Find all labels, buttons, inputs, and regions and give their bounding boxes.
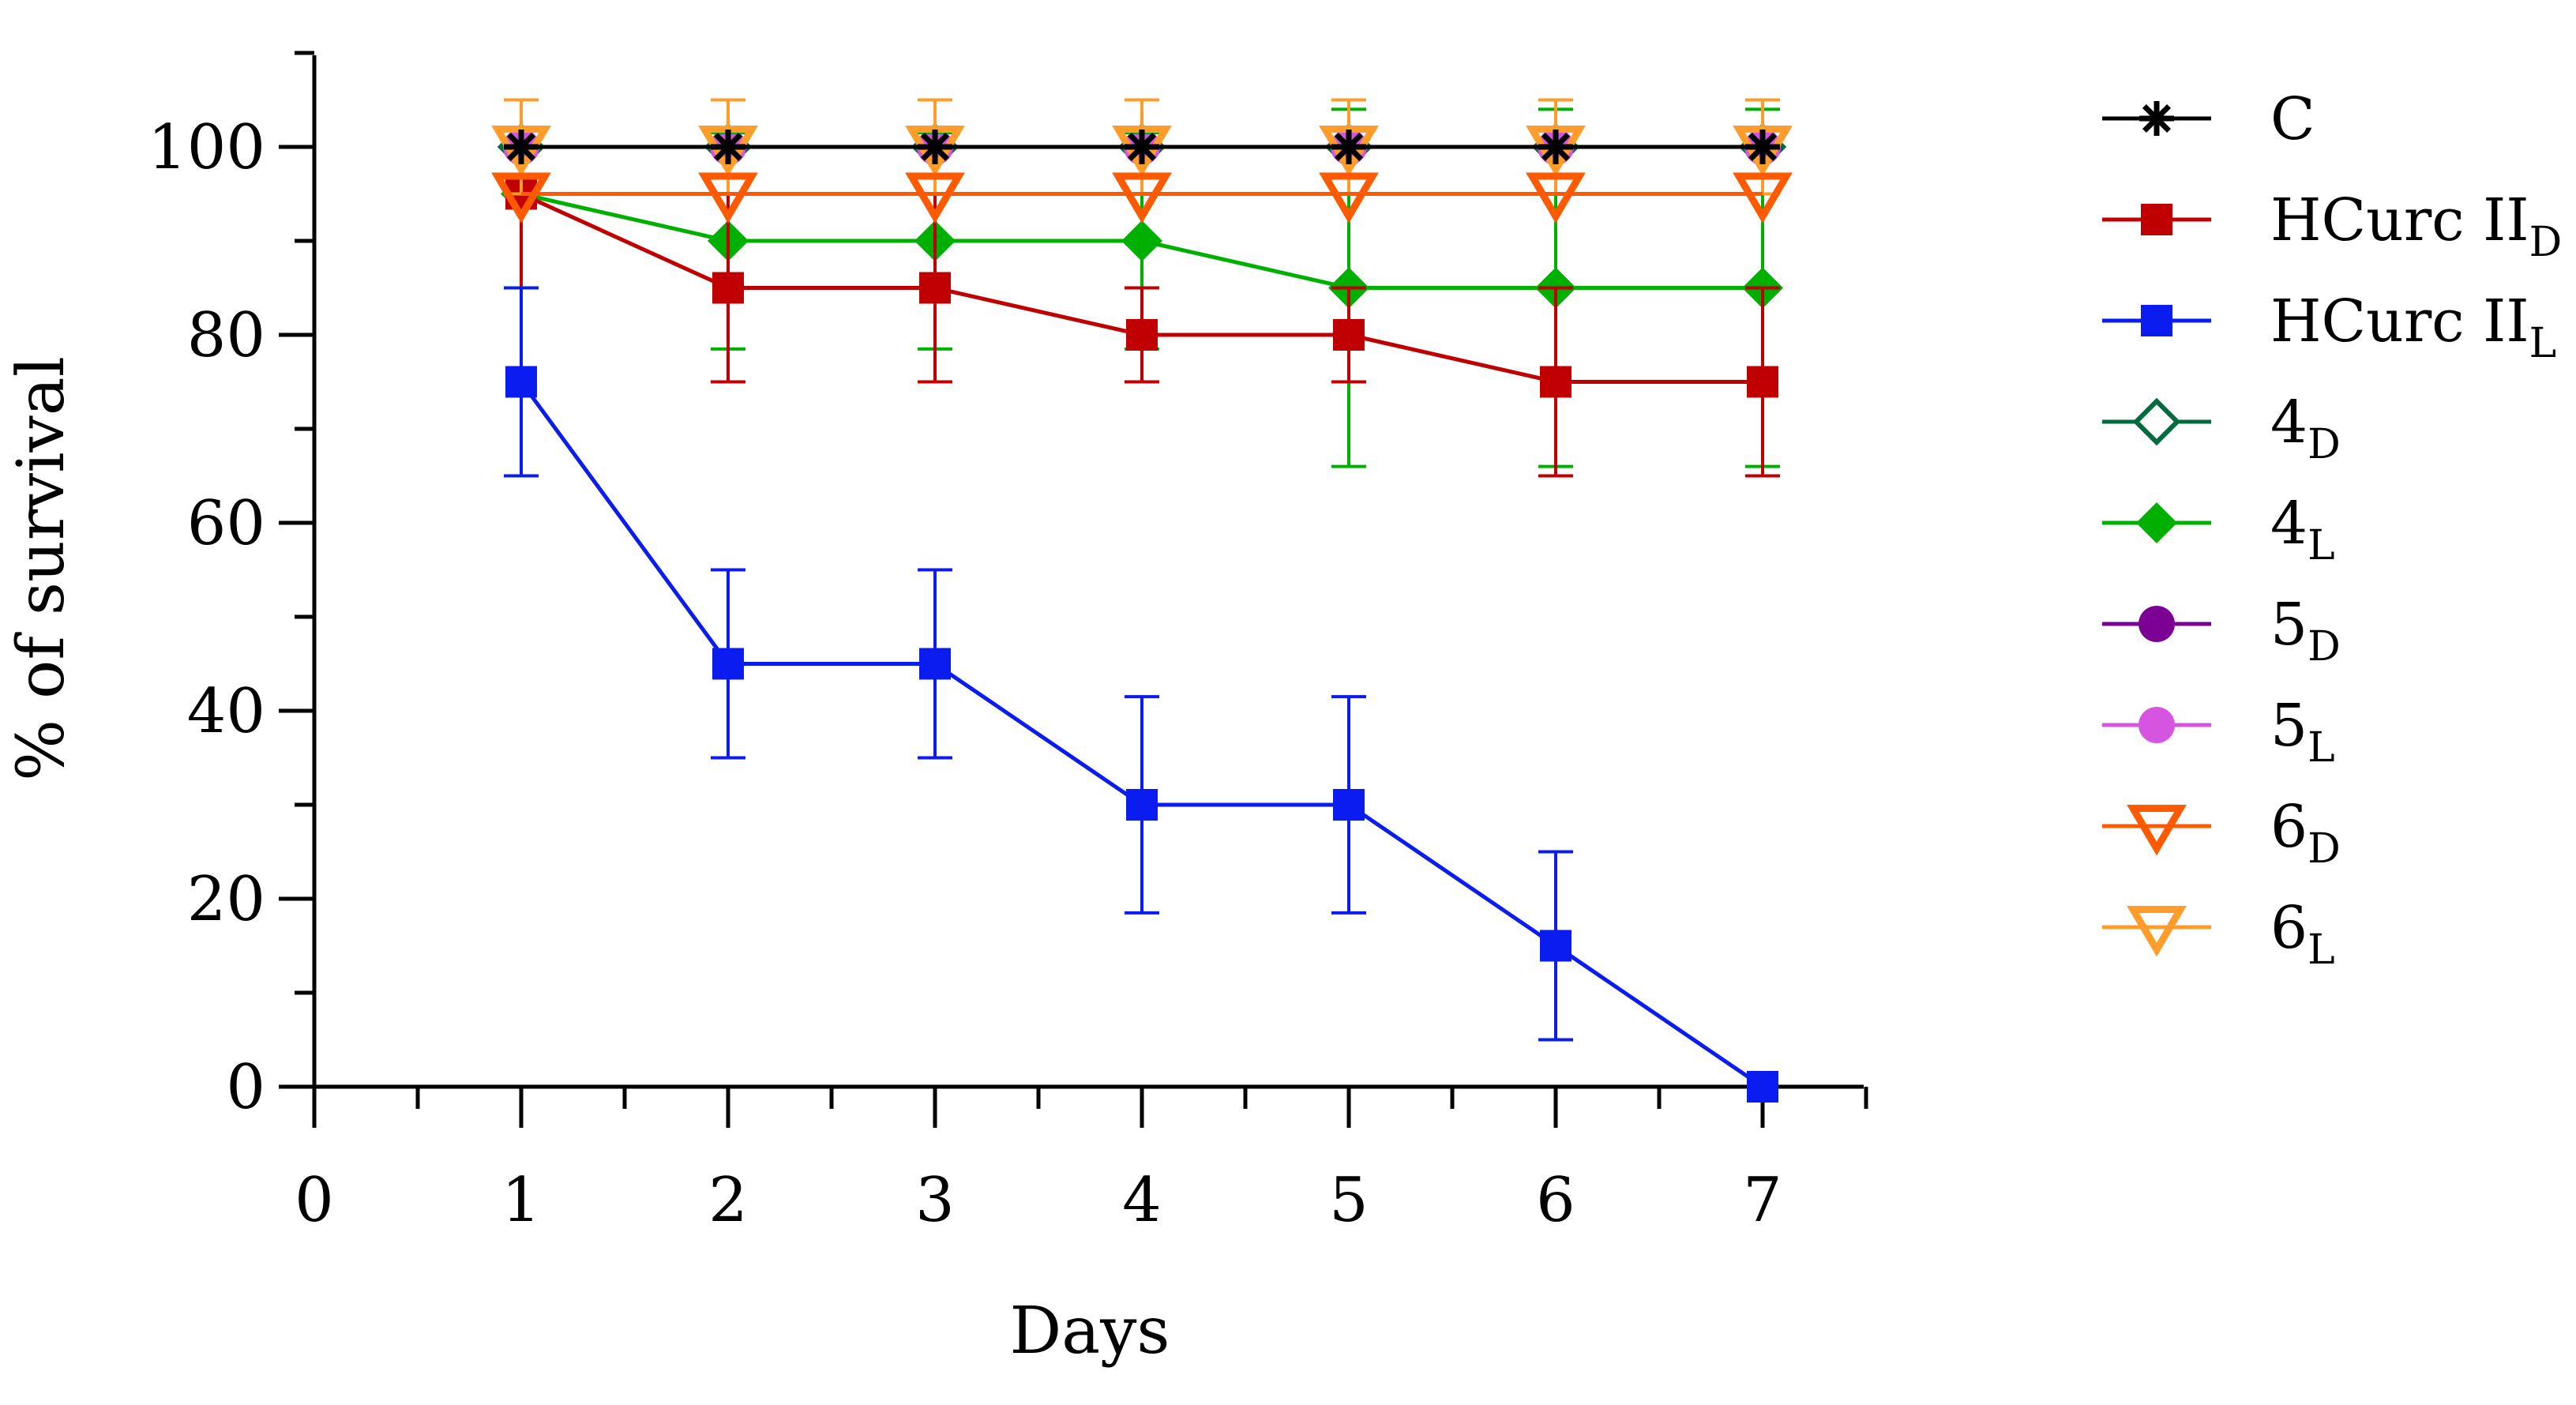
x-axis-title: Days [1009, 1294, 1170, 1369]
legend-marker [2141, 305, 2172, 336]
data-point [1540, 930, 1572, 962]
x-tick-label: 0 [295, 1165, 334, 1236]
legend-marker [2127, 906, 2187, 957]
data-point [505, 366, 537, 398]
data-point [1126, 789, 1158, 821]
legend-item: HCurc IID [2102, 186, 2562, 266]
data-point [1333, 789, 1365, 821]
data-point [491, 172, 551, 224]
legend-label: 6D [2270, 793, 2341, 873]
star-stroke [920, 132, 950, 162]
legend-item: 6D [2102, 793, 2341, 873]
data-point [919, 648, 951, 680]
legend-item: HCurc IIL [2102, 287, 2556, 367]
x-tick-label: 4 [1122, 1165, 1162, 1236]
data-point [1121, 220, 1162, 261]
data-point [1747, 366, 1778, 398]
x-tick-label: 7 [1743, 1165, 1782, 1236]
legend-marker [2141, 204, 2172, 235]
star-stroke [2142, 103, 2172, 133]
x-tick-label: 1 [501, 1165, 541, 1236]
data-point [1540, 366, 1572, 398]
data-point [1319, 172, 1379, 224]
legend-marker [2132, 397, 2181, 446]
series-hcurc-ii-l [504, 286, 1778, 1103]
y-tick-label: 0 [226, 1052, 265, 1123]
legend-label: 4L [2270, 490, 2335, 569]
legend-item: C [2102, 85, 2315, 153]
series-c [504, 130, 1780, 164]
x-tick-label: 3 [915, 1165, 955, 1236]
legend-label: 5D [2270, 591, 2341, 671]
legend-label: HCurc IIL [2270, 287, 2556, 367]
plot-area [491, 98, 1793, 1103]
legend-label: HCurc IID [2270, 186, 2562, 266]
legend: C HCurc IID HCurc IIL 4D 4L 5D 5L 6D 6L [2102, 85, 2562, 974]
data-point [1125, 130, 1159, 164]
y-axis-title: % of survival [4, 356, 79, 781]
axes: 0 20 40 60 80 100 0 1 2 3 4 5 6 7 [148, 51, 1868, 1236]
legend-item: 4L [2102, 490, 2335, 569]
y-tick-label: 20 [187, 864, 265, 935]
data-point [1733, 172, 1793, 224]
y-tick-label: 60 [187, 488, 265, 559]
data-point [918, 130, 952, 164]
x-tick-label: 6 [1536, 1165, 1575, 1236]
data-point [1331, 130, 1366, 164]
legend-item: 6L [2102, 894, 2335, 974]
data-point [1333, 319, 1365, 351]
data-point [504, 130, 539, 164]
legend-marker [2139, 707, 2175, 743]
data-point [1747, 1071, 1778, 1103]
star-stroke [1127, 132, 1157, 162]
data-point [711, 130, 745, 164]
legend-label: 4D [2270, 389, 2341, 468]
star-stroke [713, 132, 743, 162]
data-point [712, 648, 744, 680]
data-point [1126, 319, 1158, 351]
data-point [1526, 172, 1586, 224]
star-stroke [1334, 132, 1364, 162]
legend-label: C [2270, 85, 2315, 153]
data-point [919, 272, 951, 304]
data-point [698, 172, 758, 224]
legend-item: 4D [2102, 389, 2341, 468]
x-tick-label: 5 [1329, 1165, 1369, 1236]
data-point [1538, 130, 1573, 164]
data-point [1112, 172, 1172, 224]
star-stroke [1541, 132, 1571, 162]
data-point [905, 172, 965, 224]
legend-item: 5D [2102, 591, 2341, 671]
y-tick-label: 80 [187, 300, 265, 371]
legend-label: 5L [2270, 692, 2335, 772]
legend-marker [2139, 101, 2174, 136]
legend-marker [2136, 502, 2177, 543]
x-tick-label: 2 [708, 1165, 748, 1236]
data-point [712, 272, 744, 304]
data-point [1745, 130, 1780, 164]
series-6-d [491, 172, 1793, 224]
star-stroke [1748, 132, 1778, 162]
y-tick-label: 100 [148, 112, 265, 183]
legend-marker [2127, 805, 2187, 856]
legend-marker [2139, 606, 2175, 642]
legend-item: 5L [2102, 692, 2335, 772]
star-stroke [506, 132, 536, 162]
legend-label: 6L [2270, 894, 2335, 974]
y-tick-label: 40 [187, 676, 265, 747]
